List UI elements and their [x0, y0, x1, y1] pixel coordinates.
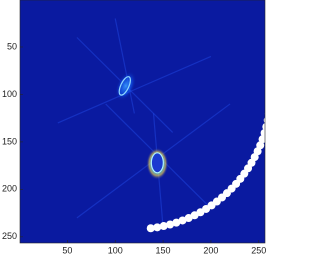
y-tick-label: 50: [7, 41, 17, 51]
chart: 50 100 150 200 250 50 100 150 200 250: [2, 0, 266, 255]
arc-dot: [166, 220, 175, 229]
x-tick-label: 50: [62, 245, 72, 255]
arc-dot: [178, 216, 187, 225]
arc-dot: [159, 222, 168, 231]
arc-dot: [172, 218, 181, 227]
arc-dot: [184, 214, 193, 223]
axes-box: [19, 0, 266, 244]
plot-area: [20, 0, 266, 243]
x-tick-label: 150: [156, 245, 171, 255]
y-tick-label: 250: [2, 231, 17, 241]
arc-dot: [260, 128, 266, 137]
image-background: [20, 0, 265, 243]
arc-dot: [256, 141, 265, 150]
arc-dot: [153, 223, 162, 232]
x-tick-label: 100: [108, 245, 123, 255]
streak: [114, 18, 135, 114]
blob-core: [150, 152, 164, 174]
x-tick-label: 250: [251, 245, 266, 255]
blob: [115, 70, 137, 101]
streak: [57, 55, 212, 124]
arc-dot: [190, 211, 199, 220]
arc-dot: [146, 224, 155, 233]
y-tick-label: 200: [2, 184, 17, 194]
x-tick-label: 200: [203, 245, 218, 255]
blob-core: [118, 76, 131, 96]
axes: 50 100 150 200 250 50 100 150 200 250: [2, 0, 266, 255]
y-tick-label: 150: [2, 136, 17, 146]
y-tick-label: 100: [2, 89, 17, 99]
arc-dot: [258, 135, 266, 144]
